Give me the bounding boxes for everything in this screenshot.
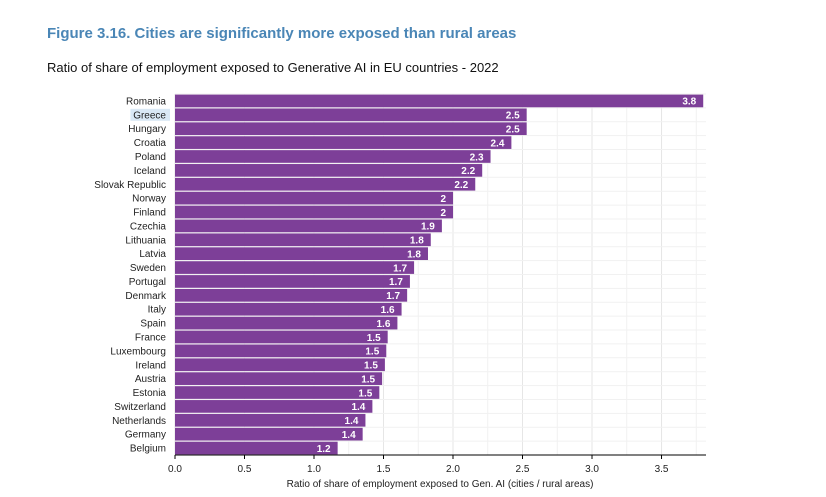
category-label: Germany [125, 430, 166, 441]
figure-title: Figure 3.16. Cities are significantly mo… [47, 25, 517, 42]
bar-hungary [175, 122, 527, 136]
category-label: Hungary [128, 124, 166, 135]
data-label: 1.8 [410, 236, 424, 247]
category-label: Sweden [130, 263, 166, 274]
bar-czechia [175, 219, 442, 233]
data-label: 1.6 [381, 305, 395, 316]
x-tick-label: 1.5 [377, 464, 391, 475]
category-label: Italy [148, 305, 166, 316]
bar-iceland [175, 164, 483, 177]
bar-estonia [175, 386, 380, 399]
data-label: 1.2 [317, 444, 331, 455]
category-label: Spain [140, 319, 166, 330]
data-label: 3.8 [682, 97, 696, 108]
data-label: 1.8 [407, 249, 421, 260]
highlight-label-background [130, 108, 170, 121]
x-tick-label: 3.0 [585, 464, 599, 475]
category-label: Lithuania [125, 235, 166, 246]
x-tick-label: 1.0 [307, 464, 321, 475]
bar-greece [175, 108, 527, 122]
bar-latvia [175, 247, 428, 261]
bar-switzerland [175, 400, 373, 413]
x-tick-label: 3.5 [655, 464, 669, 475]
data-label: 2 [440, 194, 446, 205]
data-label: 1.4 [342, 430, 356, 441]
category-label: Czechia [130, 221, 167, 232]
data-label: 2.4 [490, 138, 504, 149]
category-label: France [135, 332, 167, 343]
bar-italy [175, 302, 402, 316]
bar-sweden [175, 261, 415, 274]
data-label: 1.6 [377, 319, 391, 330]
data-label: 1.7 [393, 263, 407, 274]
data-label: 1.5 [358, 388, 372, 399]
bar-spain [175, 316, 398, 330]
data-label: 2.2 [461, 166, 475, 177]
bar-slovak-republic [175, 177, 476, 191]
x-tick-label: 0.0 [168, 464, 182, 475]
category-label: Finland [133, 208, 166, 219]
data-label: 2.5 [506, 111, 520, 122]
category-label: Poland [135, 152, 166, 163]
category-label: Portugal [129, 277, 166, 288]
data-label: 2 [440, 208, 446, 219]
bar-poland [175, 150, 491, 163]
category-label: Luxembourg [110, 346, 166, 357]
bar-ireland [175, 358, 385, 372]
data-label: 2.5 [506, 125, 520, 136]
bar-belgium [175, 441, 338, 455]
data-label: 1.9 [421, 222, 435, 233]
x-tick-label: 0.5 [238, 464, 252, 475]
data-label: 1.7 [386, 291, 400, 302]
category-label: Norway [132, 194, 166, 205]
category-label: Switzerland [114, 402, 166, 413]
data-label: 1.4 [345, 416, 359, 427]
bar-netherlands [175, 413, 366, 427]
data-label: 1.5 [364, 361, 378, 372]
data-label: 1.5 [361, 374, 375, 385]
category-label: Croatia [134, 138, 167, 149]
bar-france [175, 330, 388, 344]
value-labels: 3.82.52.52.42.32.22.2221.91.81.81.71.71.… [317, 97, 697, 455]
bar-finland [175, 205, 454, 219]
category-label: Latvia [139, 249, 166, 260]
x-tick-label: 2.5 [516, 464, 530, 475]
bar-germany [175, 427, 363, 441]
bar-lithuania [175, 233, 431, 247]
category-label: Slovak Republic [94, 180, 166, 191]
data-label: 1.4 [351, 402, 365, 413]
bar-portugal [175, 275, 410, 288]
chart-subtitle: Ratio of share of employment exposed to … [47, 60, 499, 75]
category-label: Austria [135, 374, 167, 385]
category-label: Ireland [135, 360, 166, 371]
data-label: 2.3 [470, 152, 484, 163]
bar-denmark [175, 288, 408, 302]
category-label: Romania [126, 96, 166, 107]
x-axis-ticks: 0.0 0.5 1.0 1.5 2.0 2.5 3.0 3.5 [168, 455, 669, 475]
bar-croatia [175, 136, 512, 149]
category-label: Greece [133, 110, 166, 121]
data-label: 1.7 [389, 277, 403, 288]
bar-romania [175, 94, 704, 108]
x-axis-title: Ratio of share of employment exposed to … [287, 479, 594, 490]
bars [175, 94, 704, 455]
bar-norway [175, 191, 454, 205]
category-label: Iceland [134, 166, 166, 177]
data-label: 2.2 [454, 180, 468, 191]
data-label: 1.5 [367, 333, 381, 344]
category-label: Estonia [133, 388, 167, 399]
category-label: Netherlands [112, 416, 166, 427]
data-label: 1.5 [365, 347, 379, 358]
category-label: Denmark [125, 291, 167, 302]
bar-austria [175, 372, 383, 385]
bar-luxembourg [175, 344, 387, 358]
x-tick-label: 2.0 [446, 464, 460, 475]
category-label: Belgium [130, 444, 166, 455]
category-labels: Romania Greece Hungary Croatia Poland Iceland… [94, 96, 170, 455]
